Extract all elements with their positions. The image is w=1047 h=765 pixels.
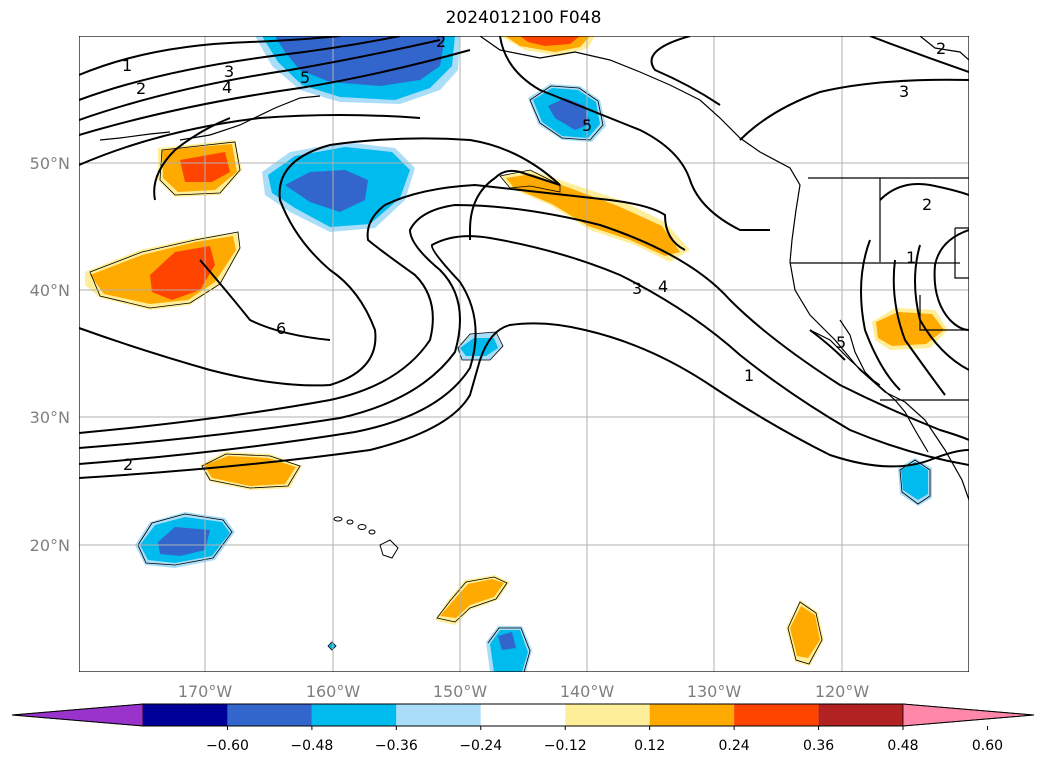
positive-anomaly-122w-12n xyxy=(786,600,824,666)
contour-label: 4 xyxy=(658,277,668,296)
colorbar-swatch xyxy=(565,704,650,726)
negative-anomaly-20n-west xyxy=(135,512,235,568)
longitude-tick-labels: 170°W 160°W 150°W 140°W 130°W 120°W xyxy=(178,682,870,701)
lat-tick-label: 30°N xyxy=(30,408,70,427)
colorbar-swatch xyxy=(734,704,819,726)
contour-label: 5 xyxy=(582,116,592,135)
lon-tick-label: 150°W xyxy=(433,682,488,701)
negative-anomaly-baja xyxy=(898,458,932,506)
contour-label: 4 xyxy=(222,78,232,97)
latitude-tick-labels: 50°N 40°N 30°N 20°N xyxy=(30,154,70,555)
colorbar-tick-label: 0.24 xyxy=(719,738,750,754)
colorbar-tick-label: −0.12 xyxy=(544,738,587,754)
map-panel: 1 2 3 4 1 2 3 6 2 3 4 1 2 5 5 5 2 xyxy=(79,32,969,672)
colorbar-tick-label: 0.36 xyxy=(803,738,834,754)
contour-label: 1 xyxy=(122,56,132,75)
contour-label: 5 xyxy=(300,68,310,87)
colorbar-extend-low xyxy=(11,703,144,727)
contour-label: 5 xyxy=(836,333,846,352)
contour-label: 3 xyxy=(632,279,642,298)
colorbar-tick-label: −0.24 xyxy=(459,738,502,754)
positive-anomaly-west-50n xyxy=(158,140,242,197)
negative-anomaly-12n xyxy=(486,626,532,672)
positive-anomaly-15n xyxy=(435,575,510,625)
colorbar-swatch xyxy=(649,704,735,726)
lon-tick-label: 140°W xyxy=(560,682,615,701)
colorbar-swatch xyxy=(227,704,312,726)
colorbar-tick-label: 0.48 xyxy=(887,738,918,754)
tiny-marker-12n xyxy=(327,641,337,651)
anomaly-outlines xyxy=(89,85,931,672)
coastlines xyxy=(99,36,969,501)
colorbar-extend-high xyxy=(902,703,1035,727)
contour-labels: 1 2 3 4 1 2 3 6 2 3 4 1 2 5 5 5 2 xyxy=(122,32,946,474)
contour-label: 2 xyxy=(936,39,946,58)
colorbar-tick-label: −0.48 xyxy=(290,738,333,754)
negative-anomaly-central-north xyxy=(262,142,415,232)
height-contours xyxy=(79,36,969,479)
lon-tick-label: 160°W xyxy=(306,682,361,701)
contour-label: 1 xyxy=(744,366,754,385)
contour-label: 2 xyxy=(436,32,446,51)
lon-tick-label: 170°W xyxy=(178,682,233,701)
colorbar-swatch xyxy=(396,704,481,726)
contour-label: 3 xyxy=(899,82,909,101)
lon-tick-label: 120°W xyxy=(815,682,870,701)
colorbar-tick-label: 0.60 xyxy=(972,738,1003,754)
lon-tick-label: 130°W xyxy=(687,682,742,701)
colorbar-swatch xyxy=(143,704,228,726)
colorbar-ticks: −0.60 −0.48 −0.36 −0.24 −0.12 0.12 0.24 0.36 0.4… xyxy=(206,726,1003,754)
colorbar-swatch xyxy=(480,704,566,726)
lat-tick-label: 40°N xyxy=(30,281,70,300)
positive-anomaly-california-east xyxy=(872,308,948,350)
contour-label: 2 xyxy=(922,195,932,214)
map-title: 2024012100 F048 xyxy=(445,8,602,28)
colorbar-tick-label: −0.36 xyxy=(375,738,418,754)
colorbar-tick-label: −0.60 xyxy=(206,738,249,754)
lat-tick-label: 20°N xyxy=(30,536,70,555)
colorbar: −0.60 −0.48 −0.36 −0.24 −0.12 0.12 0.24 0.36 0.4… xyxy=(11,703,1035,754)
lat-tick-label: 50°N xyxy=(30,154,70,173)
colorbar-swatch xyxy=(818,704,903,726)
contour-label: 6 xyxy=(276,319,286,338)
contour-label: 2 xyxy=(136,79,146,98)
contour-label: 2 xyxy=(123,455,133,474)
colorbar-outline xyxy=(11,703,1035,727)
contour-label: 1 xyxy=(906,248,916,267)
colorbar-tick-label: 0.12 xyxy=(634,738,665,754)
colorbar-swatches xyxy=(11,703,1035,727)
hawaiian-islands xyxy=(333,516,399,559)
positive-anomaly-north-center xyxy=(500,36,595,56)
colorbar-swatch xyxy=(311,704,397,726)
contour-label: 3 xyxy=(224,62,234,81)
